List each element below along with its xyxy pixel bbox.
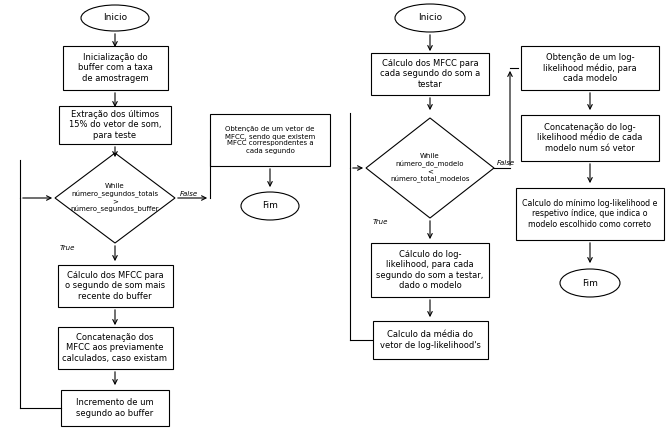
- Text: Inicio: Inicio: [418, 14, 442, 22]
- Text: Cálculo dos MFCC para
o segundo de som mais
recente do buffer: Cálculo dos MFCC para o segundo de som m…: [65, 271, 165, 301]
- Bar: [373, 321, 488, 359]
- Bar: [371, 243, 489, 297]
- Text: Fim: Fim: [262, 201, 278, 211]
- Text: Cálculo do log-
likelihood, para cada
segundo do som a testar,
dado o modelo: Cálculo do log- likelihood, para cada se…: [377, 250, 484, 290]
- Text: Calculo da média do
vetor de log-likelihood's: Calculo da média do vetor de log-likelih…: [380, 330, 480, 350]
- Bar: [210, 114, 330, 166]
- Text: Calculo do mínimo log-likelihood e
respetivo índice, que indica o
modelo escolhi: Calculo do mínimo log-likelihood e respe…: [523, 199, 658, 229]
- Bar: [58, 265, 172, 307]
- Text: While
número_segundos_totais
>
número_segundos_buffer: While número_segundos_totais > número_se…: [71, 183, 159, 213]
- Bar: [58, 327, 172, 369]
- Bar: [371, 53, 489, 95]
- Bar: [521, 46, 659, 90]
- Text: Inicialização do
buffer com a taxa
de amostragem: Inicialização do buffer com a taxa de am…: [78, 53, 153, 83]
- Bar: [516, 188, 664, 240]
- Bar: [521, 115, 659, 161]
- Text: Obtenção de um vetor de
MFCC, sendo que existem
MFCC correspondentes a
cada segu: Obtenção de um vetor de MFCC, sendo que …: [225, 127, 315, 153]
- Text: Cálculo dos MFCC para
cada segundo do som a
testar: Cálculo dos MFCC para cada segundo do so…: [380, 59, 480, 89]
- Text: Extração dos últimos
15% do vetor de som,
para teste: Extração dos últimos 15% do vetor de som…: [69, 110, 161, 140]
- Text: False: False: [180, 191, 198, 197]
- Text: True: True: [60, 245, 74, 251]
- Text: False: False: [497, 160, 515, 166]
- Text: Concatenação do log-
likelihood médio de cada
modelo num só vetor: Concatenação do log- likelihood médio de…: [537, 123, 643, 153]
- Bar: [61, 390, 169, 426]
- Text: While
número_do_modelo
<
número_total_modelos: While número_do_modelo < número_total_mo…: [390, 153, 470, 183]
- Text: Obtenção de um log-
likelihood médio, para
cada modelo: Obtenção de um log- likelihood médio, pa…: [543, 53, 636, 83]
- Text: Inicio: Inicio: [103, 14, 127, 22]
- Text: Fim: Fim: [582, 279, 598, 287]
- Text: True: True: [373, 219, 388, 225]
- Bar: [62, 46, 168, 90]
- Text: Incremento de um
segundo ao buffer: Incremento de um segundo ao buffer: [76, 398, 154, 418]
- Bar: [59, 106, 171, 144]
- Text: Concatenação dos
MFCC aos previamente
calculados, caso existam: Concatenação dos MFCC aos previamente ca…: [62, 333, 168, 363]
